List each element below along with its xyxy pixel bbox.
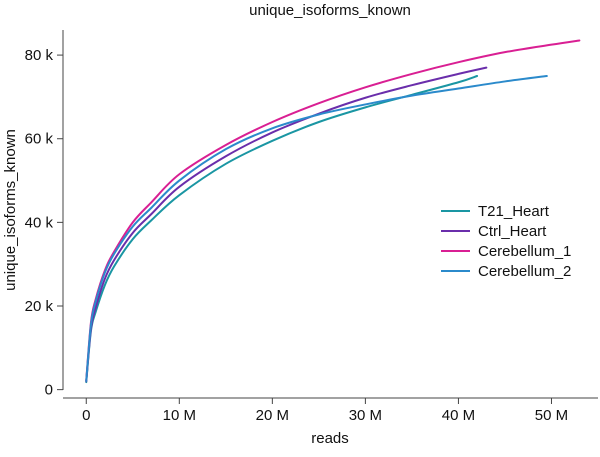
y-tick-label: 20 k xyxy=(25,298,54,315)
y-tick-label: 0 xyxy=(45,382,53,399)
x-axis-label: reads xyxy=(311,430,349,447)
legend-item: Cerebellum_2 xyxy=(441,263,571,280)
x-tick-label: 40 M xyxy=(442,407,475,424)
x-tick-label: 0 xyxy=(82,407,90,424)
y-axis-ticks: 0 20 k 40 k 60 k 80 k xyxy=(25,47,63,399)
legend-item: Cerebellum_1 xyxy=(441,243,571,260)
series-line-cerebellum-2 xyxy=(85,75,548,382)
legend-label: Ctrl_Heart xyxy=(478,223,547,240)
legend-label: Cerebellum_1 xyxy=(478,243,571,260)
x-tick-label: 10 M xyxy=(163,407,196,424)
series-line-t21-heart xyxy=(85,75,479,384)
series-line-ctrl-heart xyxy=(85,66,488,383)
legend-item: T21_Heart xyxy=(441,203,550,220)
y-axis-label: unique_isoforms_known xyxy=(2,129,19,291)
legend: T21_Heart Ctrl_Heart Cerebellum_1 Cerebellu… xyxy=(441,203,571,280)
x-tick-label: 50 M xyxy=(535,407,568,424)
legend-item: Ctrl_Heart xyxy=(441,223,547,240)
y-tick-label: 80 k xyxy=(25,47,54,64)
x-axis-ticks: 0 10 M 20 M 30 M 40 M 50 M xyxy=(82,398,568,424)
x-tick-label: 30 M xyxy=(349,407,382,424)
series-layer xyxy=(85,39,581,384)
y-tick-label: 60 k xyxy=(25,131,54,148)
y-tick-label: 40 k xyxy=(25,214,54,231)
x-tick-label: 20 M xyxy=(256,407,289,424)
plot-area: 0 20 k 40 k 60 k 80 k 0 10 M 20 M 30 M 40 M 50 M xyxy=(25,30,598,424)
legend-label: Cerebellum_2 xyxy=(478,263,571,280)
legend-label: T21_Heart xyxy=(478,203,550,220)
chart-title: unique_isoforms_known xyxy=(249,2,411,19)
